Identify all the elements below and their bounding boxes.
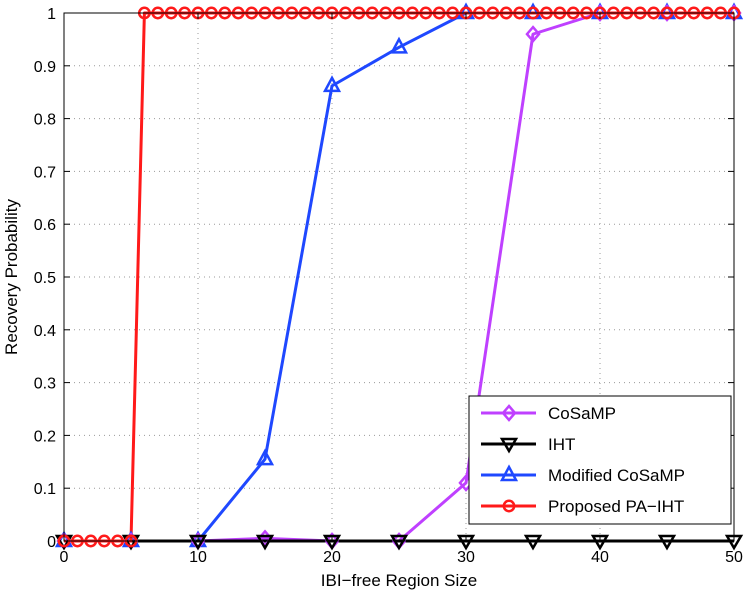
legend-label-iht: IHT — [548, 435, 575, 454]
modified-cosamp-point — [389, 36, 409, 54]
y-tick-label: 0.7 — [34, 164, 56, 181]
legend-label-cosamp: CoSaMP — [548, 404, 616, 423]
iht-point — [523, 534, 543, 551]
x-tick-label: 20 — [323, 549, 341, 566]
y-tick-label: 0.9 — [34, 59, 56, 76]
x-tick-label: 50 — [725, 549, 743, 566]
legend-marker-proposed-pa-iht — [502, 499, 516, 513]
axis-ticks — [63, 12, 735, 542]
x-tick-label: 0 — [60, 549, 69, 566]
x-tick-label: 40 — [591, 549, 609, 566]
y-axis-label: Recovery Probability — [2, 199, 21, 355]
legend-label-proposed-pa-iht: Proposed PA−IHT — [548, 497, 684, 516]
y-tick-label: 0.8 — [34, 112, 56, 129]
legend-marker-cosamp — [501, 404, 517, 422]
y-tick-label: 0.2 — [34, 428, 56, 445]
cosamp-point — [525, 25, 541, 44]
y-tick-label: 0.6 — [34, 217, 56, 234]
y-tick-label: 0.5 — [34, 270, 56, 287]
x-tick-label: 30 — [457, 549, 475, 566]
modified-cosamp-point — [322, 75, 342, 93]
iht-point — [255, 534, 275, 551]
tick-labels: 0 10 20 30 40 50 0 0.1 0.2 0.3 0.4 0.5 0.6 0.7 0.8 0.9 1 — [34, 6, 743, 566]
y-tick-label: 0.4 — [34, 323, 56, 340]
legend: CoSaMP IHT Modified CoSaMP Proposed PA−IHT — [468, 395, 732, 525]
legend-label-modified-cosamp: Modified CoSaMP — [548, 466, 685, 485]
y-tick-label: 0.3 — [34, 376, 56, 393]
modified-cosamp-point — [255, 448, 275, 466]
legend-marker-modified-cosamp — [499, 464, 519, 482]
x-tick-label: 10 — [189, 549, 207, 566]
iht-point — [657, 534, 677, 551]
iht-point — [389, 534, 409, 551]
grid-lines — [64, 13, 734, 541]
y-tick-label: 0.1 — [34, 481, 56, 498]
legend-marker-iht — [499, 437, 519, 454]
x-axis-label: IBI−free Region Size — [321, 571, 477, 590]
y-tick-label: 0 — [47, 534, 56, 551]
y-tick-label: 1 — [47, 6, 56, 23]
